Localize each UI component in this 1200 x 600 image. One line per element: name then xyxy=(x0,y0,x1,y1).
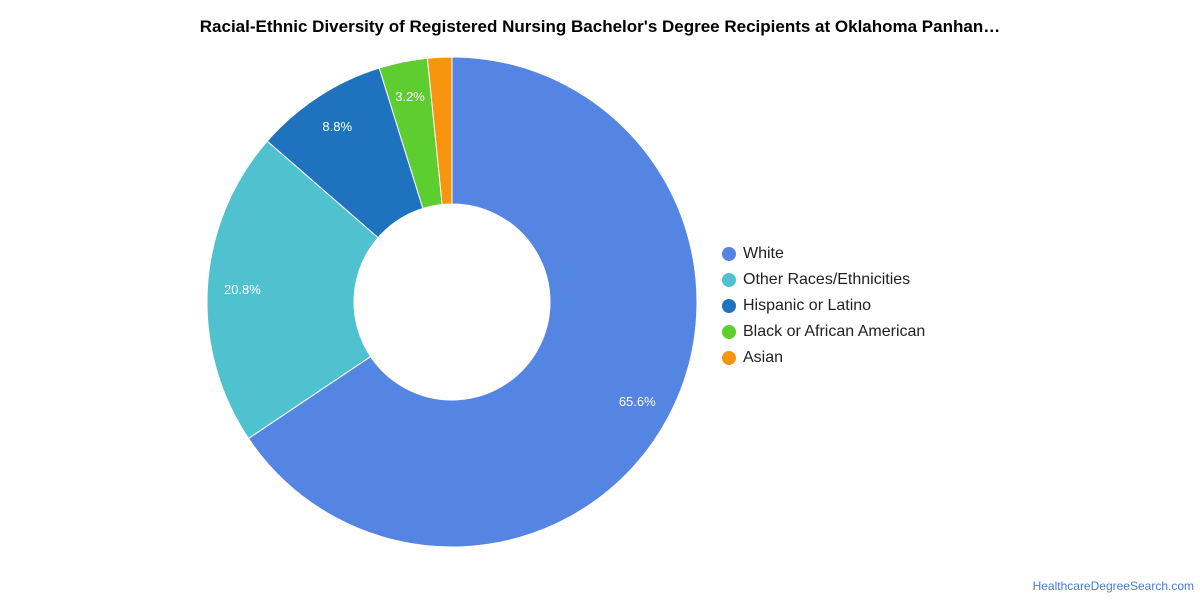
data-label-hispanic-or-latino: 8.8% xyxy=(322,119,352,134)
donut-data-labels: 65.6% 20.8% 8.8% 3.2% xyxy=(224,89,656,409)
legend-swatch xyxy=(722,299,736,313)
legend-item[interactable]: Other Races/Ethnicities xyxy=(722,267,925,293)
donut-slice-other-races-ethnicities[interactable] xyxy=(206,140,379,440)
chart-title: Racial-Ethnic Diversity of Registered Nu… xyxy=(199,17,1001,36)
data-label-white: 65.6% xyxy=(619,394,656,409)
donut-slice-asian[interactable] xyxy=(426,56,453,206)
data-label-black-or-african-american: 3.2% xyxy=(395,89,425,104)
legend-swatch xyxy=(722,325,736,339)
legend-label: Asian xyxy=(743,349,784,366)
legend-label: White xyxy=(743,245,784,262)
legend-label: Black or African American xyxy=(743,323,926,340)
chart-legend: White Other Races/Ethnicities Hispanic or … xyxy=(722,241,925,371)
legend-label: Other Races/Ethnicities xyxy=(743,271,911,288)
data-label-other-races-ethnicities: 20.8% xyxy=(224,282,261,297)
legend-label: Hispanic or Latino xyxy=(743,297,872,314)
source-link[interactable]: HealthcareDegreeSearch.com xyxy=(1032,579,1194,593)
donut-slice-white[interactable] xyxy=(247,56,698,548)
legend-swatch xyxy=(722,351,736,365)
legend-item[interactable]: White xyxy=(722,241,925,267)
legend-item[interactable]: Asian xyxy=(722,345,925,371)
legend-swatch xyxy=(722,247,736,261)
donut-slices xyxy=(206,56,698,548)
legend-item[interactable]: Hispanic or Latino xyxy=(722,293,925,319)
legend-item[interactable]: Black or African American xyxy=(722,319,925,345)
legend-swatch xyxy=(722,273,736,287)
